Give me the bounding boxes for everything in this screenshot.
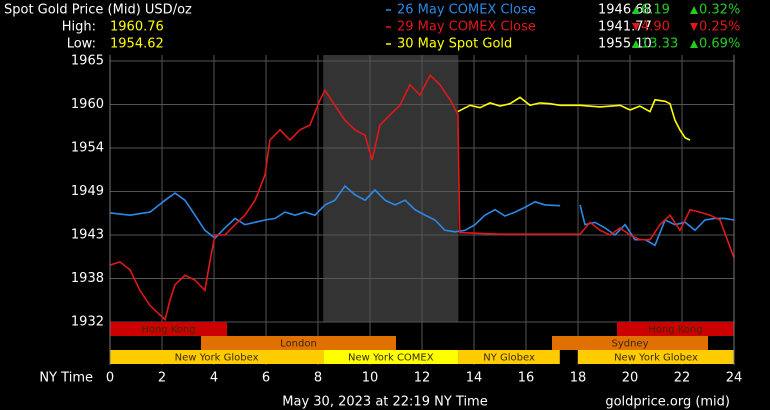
chart-title: Spot Gold Price (Mid) USD/oz [4,3,192,18]
x-tick-label: 22 [674,371,691,386]
x-tick-label: 20 [622,371,639,386]
session-label: Hong Kong [648,325,702,336]
y-tick-label: 1949 [71,184,104,199]
x-axis-label: NY Time [39,371,93,386]
session-band [323,350,459,364]
legend-change: 4.90 [641,20,670,35]
low-label: Low: [67,37,96,52]
x-tick-label: 4 [210,371,218,386]
y-tick-label: 1954 [71,141,104,156]
legend-change-pct: 0.25% [699,20,740,35]
y-tick-label: 1960 [71,97,104,112]
y-tick-label: 1965 [71,54,104,69]
high-value: 1960.76 [110,20,164,35]
change-arrow [690,40,698,48]
x-tick-label: 6 [262,371,270,386]
x-tick-label: 8 [314,371,322,386]
legend-change: 6.19 [641,3,670,18]
legend-name: 29 May COMEX Close [397,20,536,35]
session-label: New York Globex [614,353,698,364]
source: goldprice.org (mid) [605,395,730,410]
session-band [617,322,734,336]
session-label: New York COMEX [348,353,434,364]
session-label: New York Globex [175,353,259,364]
change-arrow [690,23,698,31]
x-tick-label: 18 [570,371,587,386]
x-tick-label: 10 [362,371,379,386]
y-tick-label: 1943 [71,228,104,243]
change-arrow [632,40,640,48]
legend-change-pct: 0.69% [699,37,740,52]
low-value: 1954.62 [110,37,164,52]
session-band [110,350,324,364]
session-band [578,350,734,364]
session-band [201,336,396,350]
y-tick-label: 1938 [71,271,104,286]
x-tick-label: 12 [414,371,431,386]
session-label: Sydney [611,339,648,350]
session-band [110,322,227,336]
change-arrow [632,23,640,31]
session-label: NY Globex [483,353,535,364]
session-band [458,350,560,364]
legend-change: 13.33 [641,37,678,52]
legend-change-pct: 0.32% [699,3,740,18]
footer: May 30, 2023 at 22:19 NY Time [282,395,487,410]
change-arrow [690,6,698,14]
session-band [552,336,708,350]
x-tick-label: 0 [106,371,114,386]
high-label: High: [62,20,96,35]
change-arrow [632,6,640,14]
legend-name: 30 May Spot Gold [397,37,512,52]
legend-name: 26 May COMEX Close [397,3,536,18]
y-tick-label: 1932 [71,315,104,330]
session-label: Hong Kong [141,325,195,336]
session-label: London [280,339,317,350]
x-tick-label: 14 [466,371,483,386]
series-line [109,184,735,247]
series-line [457,96,691,141]
series-line [109,73,735,322]
x-tick-label: 24 [726,371,743,386]
x-tick-label: 2 [158,371,166,386]
comex-shade [323,55,459,322]
x-tick-label: 16 [518,371,535,386]
